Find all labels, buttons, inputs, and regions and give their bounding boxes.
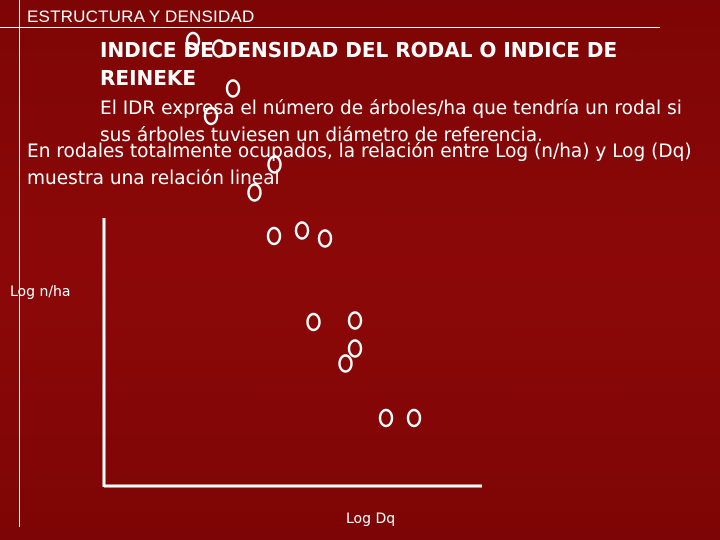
left-rule	[19, 0, 20, 527]
data-point	[266, 226, 282, 246]
data-point	[203, 106, 219, 126]
data-points	[185, 31, 422, 428]
data-point	[347, 339, 363, 358]
data-point	[378, 408, 394, 428]
y-axis-label: Log n/ha	[10, 284, 71, 300]
intro-text: El IDR expresa el número de árboles/ha q…	[100, 98, 682, 146]
data-point	[267, 155, 282, 174]
data-point	[211, 39, 227, 58]
data-point	[338, 354, 353, 373]
section-label: ESTRUCTURA Y DENSIDAD	[27, 7, 255, 26]
data-point	[247, 183, 262, 202]
data-point	[225, 79, 241, 98]
data-point	[406, 408, 422, 428]
top-rule	[0, 27, 660, 28]
body-text: En rodales totalmente ocupados, la relac…	[27, 141, 692, 189]
x-axis-label: Log Dq	[346, 511, 396, 527]
data-point	[317, 229, 333, 248]
data-point	[347, 311, 363, 330]
data-point	[185, 31, 201, 51]
data-point	[294, 221, 310, 240]
data-point	[306, 312, 321, 332]
